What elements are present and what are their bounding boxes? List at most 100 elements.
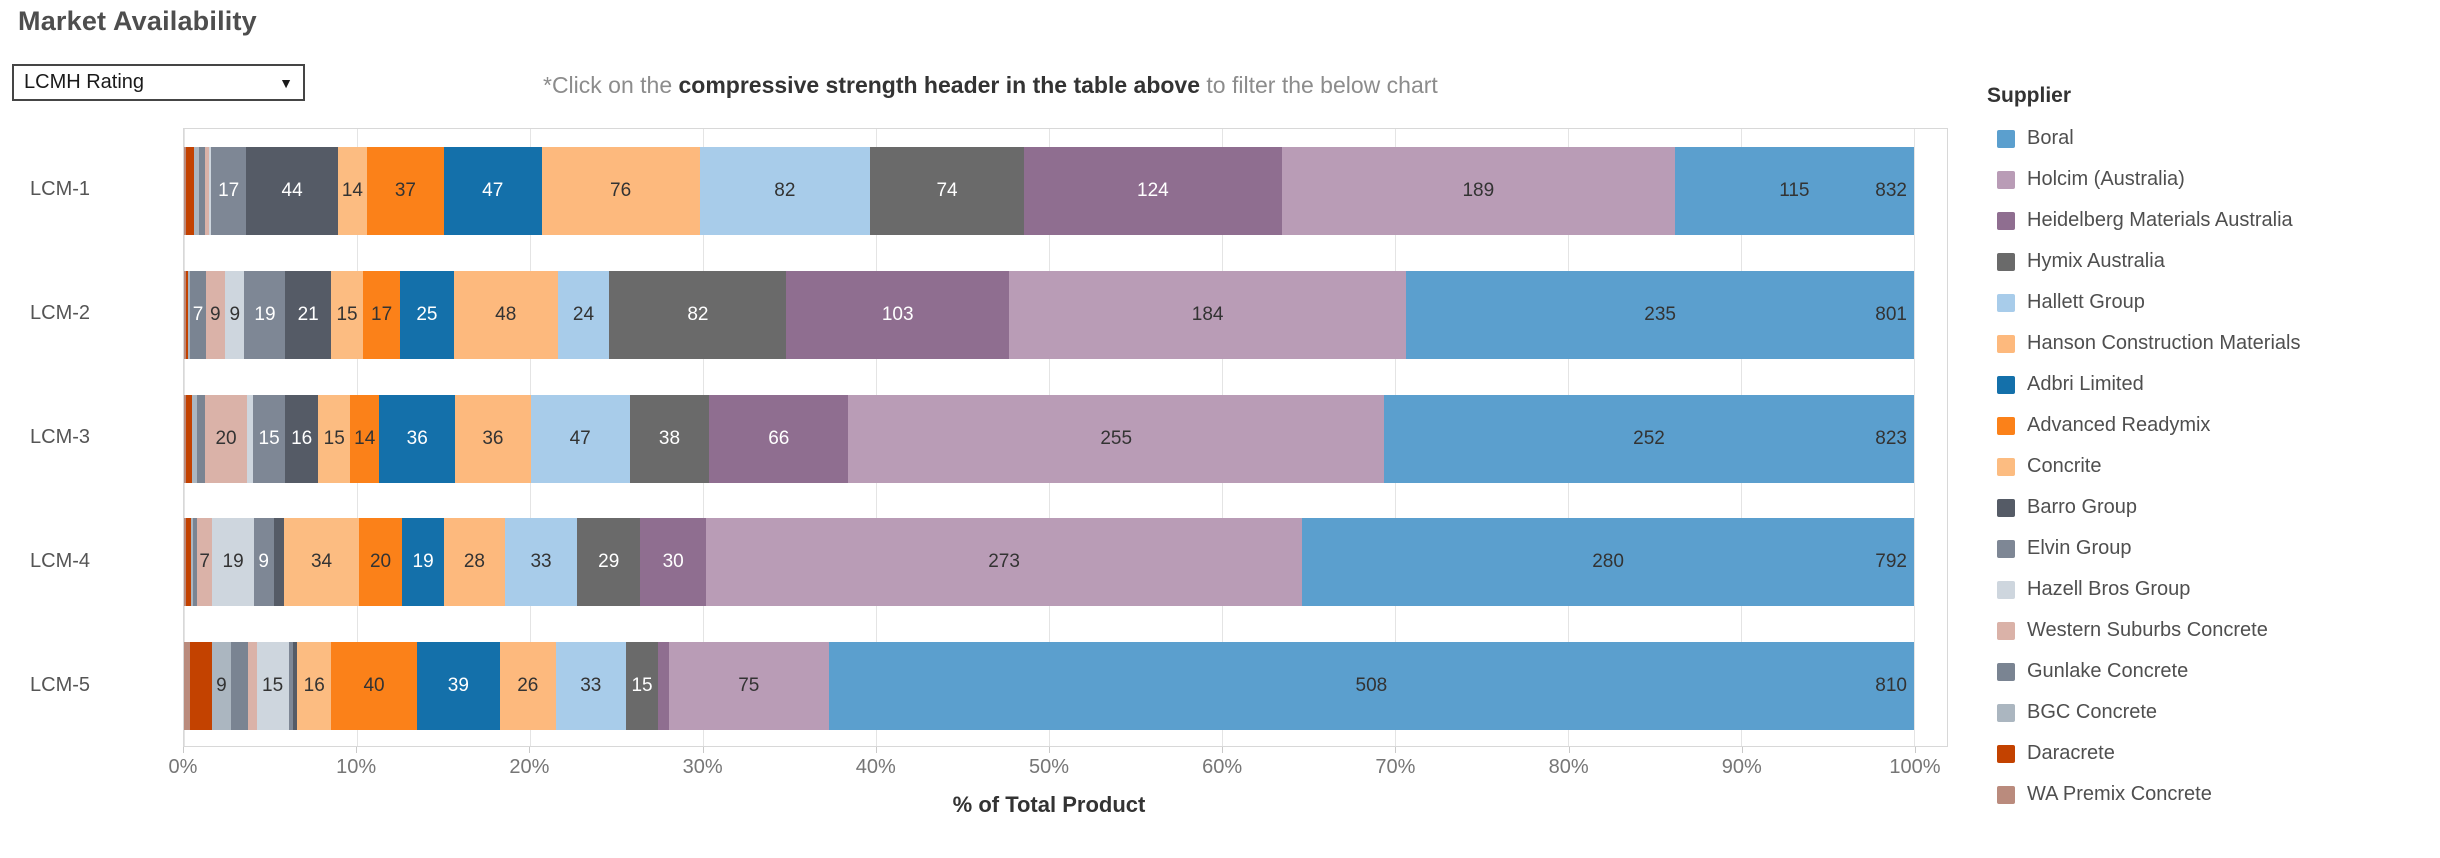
bar-segment[interactable]: 115 [1674, 147, 1914, 235]
bar-segment[interactable]: 14 [349, 394, 380, 483]
legend-item[interactable]: WA Premix Concrete [1985, 774, 2435, 815]
bar-segment[interactable]: 76 [541, 147, 700, 235]
legend-item[interactable]: Adbri Limited [1985, 364, 2435, 405]
bar-segment[interactable]: 33 [555, 642, 626, 731]
bar-segment[interactable]: 19 [244, 270, 286, 359]
bar-segment[interactable]: 25 [399, 270, 454, 359]
bar-segment[interactable] [184, 394, 187, 483]
bar-segment[interactable]: 39 [416, 642, 501, 731]
bar-segment[interactable]: 19 [212, 518, 254, 607]
bar-segment[interactable] [192, 394, 197, 483]
legend-item[interactable]: Advanced Readymix [1985, 405, 2435, 446]
bar-segment[interactable]: 21 [285, 270, 331, 359]
bar-segment[interactable]: 82 [609, 270, 787, 359]
bar-segment[interactable]: 17 [363, 270, 400, 359]
bar-segment[interactable] [186, 270, 189, 359]
bar-segment[interactable] [186, 518, 191, 607]
legend-item[interactable]: Daracrete [1985, 733, 2435, 774]
bar-segment[interactable]: 15 [626, 642, 659, 731]
bar-segment[interactable]: 30 [640, 518, 706, 607]
bar-segment[interactable]: 29 [577, 518, 641, 607]
bar-segment[interactable] [204, 147, 209, 235]
legend-item[interactable]: Barro Group [1985, 487, 2435, 528]
bar-segment[interactable]: 9 [211, 642, 231, 731]
bar-segment[interactable]: 235 [1406, 270, 1914, 359]
bar-segment[interactable]: 7 [190, 270, 206, 359]
bar-segment[interactable]: 15 [330, 270, 364, 359]
bar-segment[interactable]: 252 [1384, 394, 1914, 483]
legend-item[interactable]: Hanson Construction Materials [1985, 323, 2435, 364]
bar-segment[interactable] [288, 642, 293, 731]
bar-segment[interactable]: 20 [358, 518, 403, 607]
legend-item[interactable]: Gunlake Concrete [1985, 651, 2435, 692]
bar-segment[interactable] [188, 270, 191, 359]
bar-segment[interactable]: 9 [225, 270, 245, 359]
legend-item[interactable]: Boral [1985, 118, 2435, 159]
legend-item[interactable]: Hazell Bros Group [1985, 569, 2435, 610]
bar-segment[interactable]: 38 [629, 394, 710, 483]
bar-segment[interactable]: 74 [870, 147, 1024, 235]
bar-segment[interactable]: 17 [211, 147, 247, 235]
bar-segment[interactable] [184, 642, 191, 731]
bar-segment[interactable]: 36 [379, 394, 456, 483]
bar-segment[interactable] [184, 518, 187, 607]
bar-segment[interactable]: 184 [1008, 270, 1407, 359]
bar-segment[interactable]: 47 [443, 147, 542, 235]
bar-segment[interactable]: 255 [848, 394, 1385, 483]
bar-segment[interactable]: 508 [828, 642, 1914, 731]
bar-segment[interactable]: 47 [530, 394, 630, 483]
legend-item[interactable]: Elvin Group [1985, 528, 2435, 569]
bar-segment[interactable]: 15 [253, 394, 285, 483]
bar-segment[interactable]: 280 [1302, 518, 1914, 607]
rating-filter-dropdown[interactable]: LCMH Rating ▼ [12, 64, 305, 101]
bar-segment[interactable]: 82 [699, 147, 871, 235]
legend-item[interactable]: Holcim (Australia) [1985, 159, 2435, 200]
bar-segment[interactable]: 189 [1281, 147, 1675, 235]
legend-item[interactable]: Hymix Australia [1985, 241, 2435, 282]
bar-segment[interactable]: 44 [246, 147, 338, 235]
bar-segment[interactable] [186, 394, 193, 483]
bar-segment[interactable]: 9 [205, 270, 226, 359]
bar-segment[interactable]: 20 [205, 394, 248, 483]
bar-segment[interactable]: 26 [500, 642, 556, 731]
bar-segment[interactable] [190, 518, 193, 607]
legend-item[interactable]: Heidelberg Materials Australia [1985, 200, 2435, 241]
bar-segment[interactable]: 48 [453, 270, 558, 359]
bar-segment[interactable]: 75 [668, 642, 829, 731]
legend-item[interactable]: Concrite [1985, 446, 2435, 487]
bar-segment[interactable]: 34 [284, 518, 359, 607]
bar-segment[interactable] [292, 642, 298, 731]
bar-segment[interactable] [247, 394, 254, 483]
legend-item[interactable]: Hallett Group [1985, 282, 2435, 323]
bar-segment[interactable]: 14 [337, 147, 367, 235]
bar-segment[interactable] [230, 642, 249, 731]
bar-segment[interactable]: 36 [455, 394, 531, 483]
bar-segment[interactable]: 24 [557, 270, 610, 359]
bar-segment[interactable] [658, 642, 669, 731]
bar-segment[interactable]: 124 [1023, 147, 1282, 235]
bar-segment[interactable]: 66 [709, 394, 849, 483]
bar-segment[interactable] [196, 394, 205, 483]
bar-segment[interactable]: 33 [505, 518, 578, 607]
bar-segment[interactable]: 40 [331, 642, 417, 731]
bar-segment[interactable]: 37 [366, 147, 444, 235]
bar-segment[interactable]: 28 [443, 518, 505, 607]
legend-item[interactable]: BGC Concrete [1985, 692, 2435, 733]
bar-segment[interactable]: 16 [297, 642, 332, 731]
bar-segment[interactable] [184, 147, 187, 235]
bar-segment[interactable]: 7 [197, 518, 213, 607]
bar-segment[interactable] [248, 642, 257, 731]
bar-segment[interactable] [184, 270, 187, 359]
bar-segment[interactable]: 273 [705, 518, 1303, 607]
bar-segment[interactable] [208, 147, 212, 235]
bar-segment[interactable]: 15 [318, 394, 350, 483]
bar-segment[interactable] [198, 147, 205, 235]
bar-segment[interactable]: 103 [786, 270, 1009, 359]
bar-segment[interactable] [190, 642, 212, 731]
bar-segment[interactable] [273, 518, 285, 607]
bar-segment[interactable] [194, 147, 199, 235]
bar-segment[interactable]: 19 [402, 518, 444, 607]
bar-segment[interactable] [186, 147, 195, 235]
legend-item[interactable]: Western Suburbs Concrete [1985, 610, 2435, 651]
bar-segment[interactable] [192, 518, 198, 607]
